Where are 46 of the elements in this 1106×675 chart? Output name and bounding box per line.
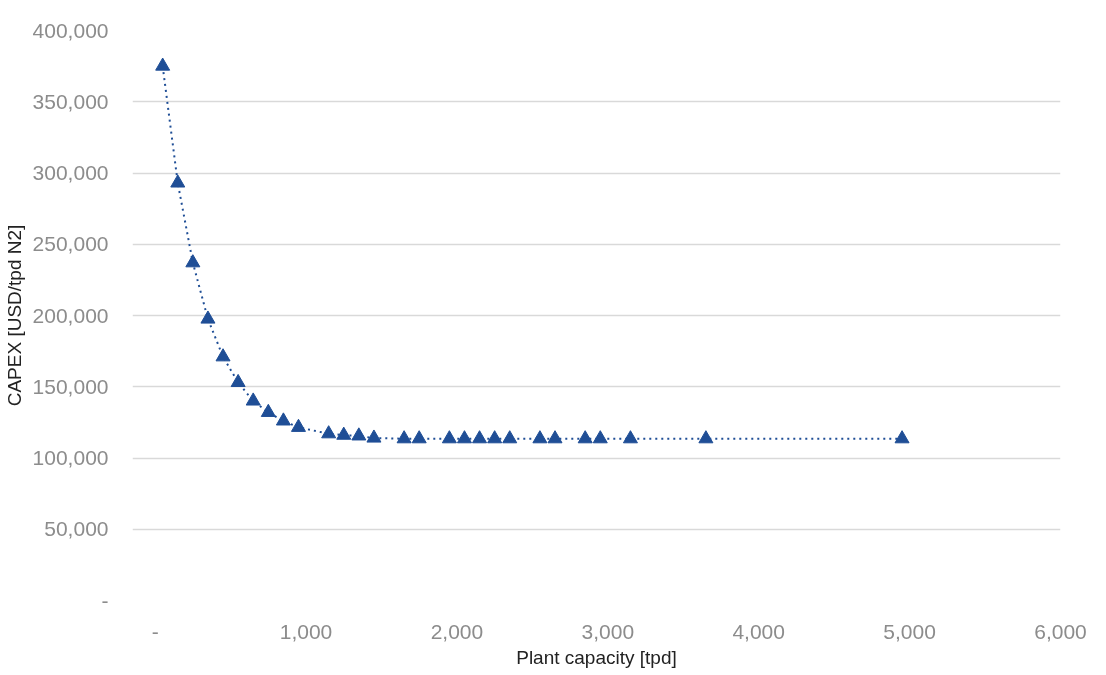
point — [592, 430, 608, 444]
point — [547, 430, 563, 444]
y-axis-title: CAPEX [USD/tpd N2] — [3, 224, 25, 407]
x-tick-label: - — [151, 619, 159, 643]
y-tick-label: - — [101, 588, 109, 612]
y-tick-label: 150,000 — [32, 374, 109, 398]
point — [396, 430, 412, 444]
point — [200, 310, 216, 324]
point — [441, 430, 457, 444]
point — [411, 430, 427, 444]
point — [275, 412, 291, 426]
point — [472, 430, 488, 444]
y-tick-label: 50,000 — [44, 517, 109, 541]
point — [155, 57, 171, 71]
y-tick-label: 350,000 — [32, 89, 109, 113]
point — [245, 392, 261, 406]
point — [894, 430, 910, 444]
point — [230, 373, 246, 388]
y-tick-label: 100,000 — [32, 446, 109, 469]
point — [366, 429, 382, 443]
x-axis-title: Plant capacity [tpd] — [516, 646, 677, 668]
point — [351, 427, 367, 441]
point — [502, 430, 518, 444]
point — [170, 174, 186, 188]
point — [577, 430, 593, 444]
y-tick-label: 250,000 — [32, 232, 109, 256]
point — [487, 430, 503, 444]
x-tick-label: 1,000 — [279, 619, 333, 643]
x-tick-label: 5,000 — [883, 619, 936, 643]
y-tick-label: 300,000 — [32, 161, 109, 184]
point — [532, 430, 548, 444]
y-tick-label: 200,000 — [32, 303, 109, 327]
point — [456, 430, 472, 444]
point — [290, 418, 306, 432]
point — [321, 425, 337, 439]
x-tick-label: 3,000 — [581, 619, 635, 643]
point — [260, 403, 276, 417]
point — [336, 426, 352, 440]
point — [185, 254, 201, 268]
point — [215, 348, 231, 362]
x-tick-label: 4,000 — [732, 619, 785, 643]
point — [698, 430, 714, 444]
y-tick-label: 400,000 — [32, 18, 109, 42]
x-tick-label: 6,000 — [1034, 619, 1087, 643]
point — [622, 430, 638, 444]
x-tick-label: 2,000 — [430, 619, 484, 643]
